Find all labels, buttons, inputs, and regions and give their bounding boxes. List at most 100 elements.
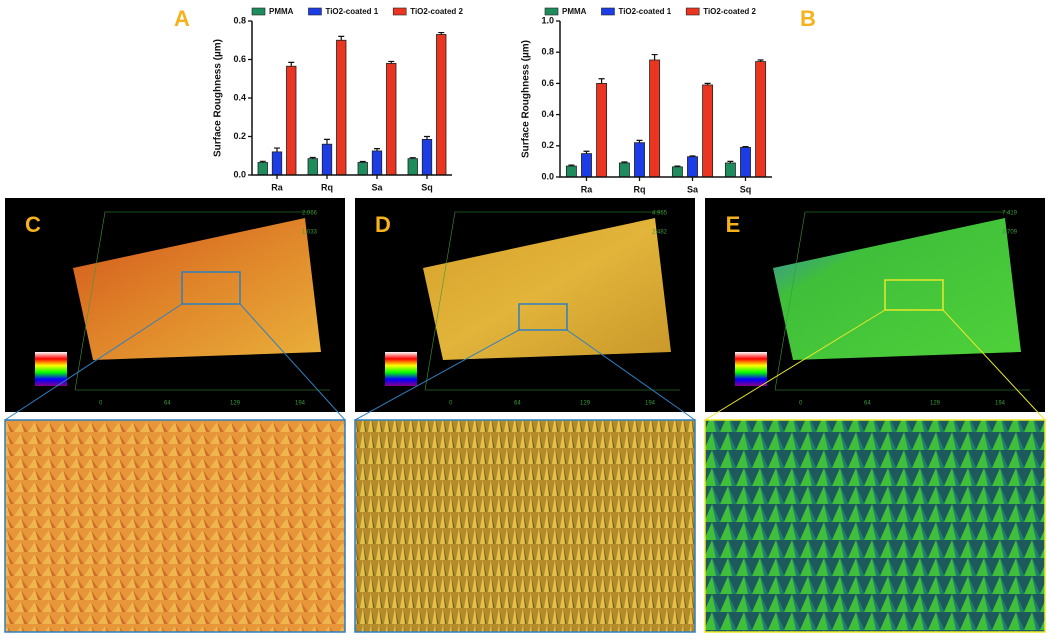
bar	[286, 65, 297, 176]
bar	[724, 162, 736, 178]
error-bar	[309, 156, 316, 159]
axes	[251, 21, 452, 176]
bar	[271, 151, 283, 176]
axis-label: 194	[295, 401, 306, 407]
bar	[687, 156, 698, 178]
panel-label: B	[800, 6, 816, 31]
zoom-render	[4, 419, 346, 633]
y-tick-label: 0.0	[541, 171, 554, 181]
x-tick-label: Sa	[687, 184, 699, 194]
bar	[357, 162, 368, 176]
panel-label: A	[174, 6, 190, 31]
error-bar	[288, 61, 295, 67]
error-bar	[651, 53, 658, 60]
zoom-region	[518, 303, 568, 331]
error-bar	[324, 138, 330, 145]
bar	[336, 39, 347, 176]
surface-3d	[773, 218, 1021, 360]
error-bar	[757, 59, 764, 62]
legend-swatch	[308, 7, 322, 16]
error-bar	[409, 157, 416, 159]
axis-label: 194	[645, 401, 656, 407]
axis-label: 64	[514, 401, 521, 407]
legend-swatch	[251, 7, 266, 16]
axis-label: 129	[230, 401, 241, 407]
axes	[559, 21, 772, 178]
y-tick-label: 0.8	[541, 47, 554, 57]
zoom-connector	[704, 309, 1046, 421]
axis-label: 1.033	[302, 230, 318, 236]
panel-label: D	[375, 212, 391, 237]
axis-frame	[774, 211, 1030, 391]
error-bar	[674, 165, 681, 167]
color-scale	[385, 352, 417, 386]
error-bar	[704, 82, 711, 85]
bar	[634, 142, 645, 178]
bar	[755, 61, 767, 178]
y-tick-label: 0.4	[541, 109, 554, 119]
error-bar	[636, 139, 643, 143]
legend-label: PMMA	[562, 7, 587, 16]
bar	[671, 166, 683, 178]
legend-label: TiO2-coated 2	[703, 7, 756, 16]
panel-label: E	[726, 212, 741, 237]
bar	[740, 146, 751, 178]
error-bar	[583, 150, 590, 154]
y-axis-title: Surface Roughness (µm)	[213, 39, 224, 157]
legend-label: TiO2-coated 1	[618, 7, 671, 16]
bar	[386, 62, 397, 176]
bar	[581, 153, 592, 178]
error-bar	[742, 145, 749, 148]
axis-label: 0	[99, 401, 103, 407]
y-tick-label: 0.2	[233, 131, 246, 141]
axis-label: 129	[930, 401, 941, 407]
x-tick-label: Sq	[421, 182, 433, 192]
x-tick-label: Sa	[371, 182, 383, 192]
axis-label: 4.965	[652, 211, 668, 217]
color-scale	[35, 352, 67, 386]
bar	[371, 150, 383, 176]
axis-label: 194	[995, 401, 1006, 407]
bar	[596, 83, 608, 178]
error-bar	[621, 161, 628, 163]
error-bar	[568, 164, 575, 167]
x-tick-label: Rq	[321, 182, 333, 192]
axis-label: 2.482	[652, 230, 668, 236]
error-bar	[259, 160, 266, 163]
error-bar	[598, 78, 605, 84]
x-tick-label: Ra	[271, 182, 283, 192]
axis-label: 0	[799, 401, 803, 407]
error-bar	[388, 60, 395, 64]
y-tick-label: 1.0	[541, 15, 554, 25]
legend-swatch	[685, 7, 700, 16]
color-scale	[735, 352, 767, 386]
bar	[565, 165, 577, 178]
bar	[257, 162, 268, 176]
axis-frame	[424, 211, 680, 391]
error-bar	[438, 31, 445, 35]
zoom-render	[354, 419, 696, 633]
y-tick-label: 0.6	[233, 54, 246, 64]
zoom-region	[884, 279, 944, 311]
error-bar	[727, 160, 734, 163]
bar	[307, 158, 318, 176]
bar	[649, 59, 661, 178]
panel-label: C	[25, 212, 41, 237]
x-tick-label: Ra	[581, 184, 593, 194]
bar	[321, 143, 333, 176]
error-bar	[424, 135, 430, 140]
y-axis-title: Surface Roughness (µm)	[521, 40, 532, 158]
error-bar	[689, 155, 696, 157]
bar	[436, 34, 447, 176]
axis-label: 129	[580, 401, 591, 407]
axis-label: 64	[864, 401, 871, 407]
surface-3d	[423, 218, 671, 360]
error-bar	[359, 160, 366, 163]
zoom-region	[181, 271, 241, 305]
axis-label: 3.709	[1002, 230, 1018, 236]
error-bar	[274, 147, 280, 152]
legend-swatch	[392, 7, 407, 16]
bar	[618, 162, 630, 178]
legend-label: TiO2-coated 1	[325, 7, 378, 16]
zoom-render	[704, 419, 1046, 633]
